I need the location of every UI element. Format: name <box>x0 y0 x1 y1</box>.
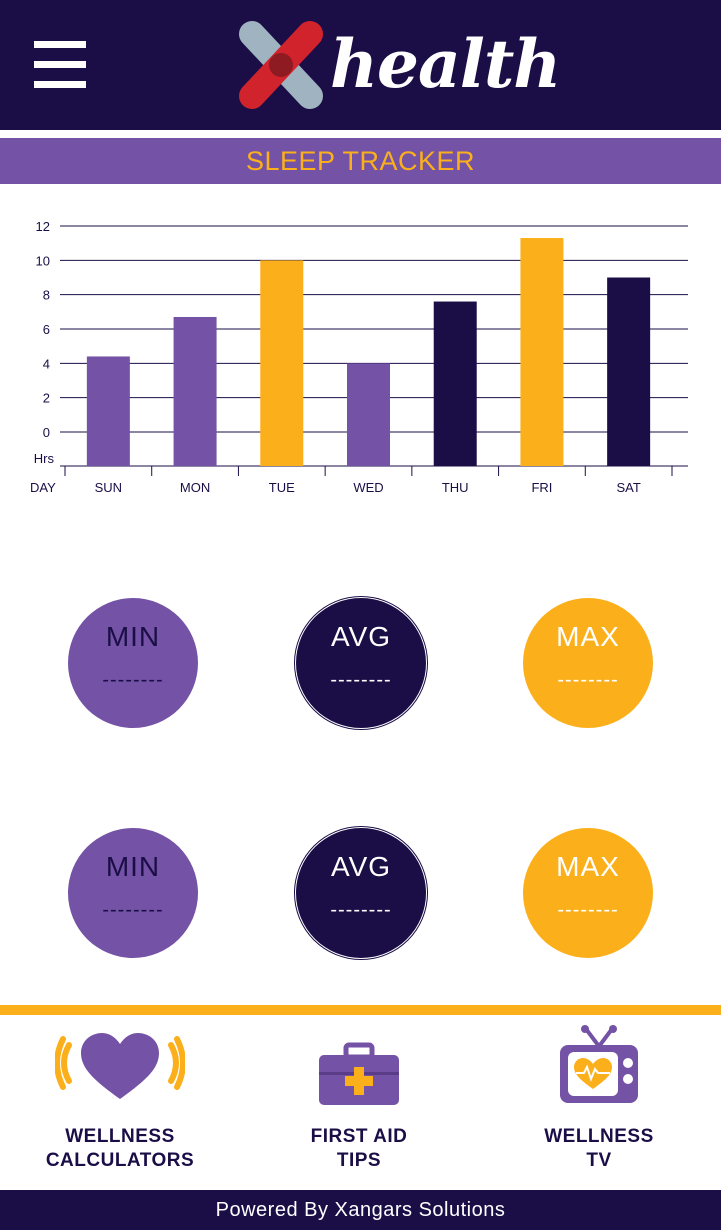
x-tick-label: THU <box>442 480 469 495</box>
avg-stat-circle: AVG -------- <box>296 828 426 958</box>
y-tick-label: 2 <box>43 391 50 406</box>
stat-value: -------- <box>557 899 619 921</box>
bar-sun <box>86 356 130 466</box>
nav-label-line2: TV <box>586 1150 612 1171</box>
sleep-chart: 0 2 4 6 8 10 12 Hrs DAY SUN MON TUE WED THU FRI SAT <box>30 219 688 495</box>
nav-label-line2: CALCULATORS <box>45 1150 195 1171</box>
y-tick-label: 10 <box>36 253 50 268</box>
y-tick-label: 8 <box>43 288 50 303</box>
avg-stat-circle: AVG -------- <box>296 598 426 728</box>
x-tick-label: SUN <box>95 480 122 495</box>
y-axis-label: Hrs <box>34 451 55 466</box>
page-title-bar: SLEEP TRACKER <box>0 138 721 184</box>
footer: Powered By Xangars Solutions <box>0 1190 721 1230</box>
nav-label-line1: FIRST AID <box>310 1126 408 1147</box>
x-axis-label: DAY <box>30 480 56 495</box>
bar-tue <box>260 260 304 466</box>
stat-value: -------- <box>330 899 392 921</box>
bar-sat <box>607 277 651 466</box>
y-tick-label: 12 <box>36 219 50 234</box>
stat-value: -------- <box>557 669 619 691</box>
divider-bar <box>0 1005 721 1015</box>
stat-value: -------- <box>102 669 164 691</box>
x-tick-label: WED <box>353 480 383 495</box>
y-tick-label: 4 <box>43 356 50 371</box>
stat-label: AVG <box>330 621 392 652</box>
min-stat-circle: MIN -------- <box>68 828 198 958</box>
bar-fri <box>520 238 564 466</box>
app-header: health <box>0 0 721 130</box>
tv-heart-icon <box>560 1025 638 1103</box>
stat-label: MIN <box>105 851 161 882</box>
stat-value: -------- <box>330 669 392 691</box>
app-logo: health <box>232 18 561 114</box>
stat-label: MIN <box>105 621 161 652</box>
x-cross-logo-icon <box>239 21 323 109</box>
min-stat-circle: MIN -------- <box>68 598 198 728</box>
menu-button[interactable] <box>34 41 86 89</box>
bar-wed <box>347 363 390 466</box>
y-tick-label: 0 <box>43 425 50 440</box>
x-tick-label: SAT <box>616 480 640 495</box>
stat-label: AVG <box>330 851 392 882</box>
bar-mon <box>173 316 217 466</box>
nav-label-line1: WELLNESS <box>544 1126 654 1147</box>
nav-wellness-tv[interactable]: WELLNESS TV <box>479 1025 719 1175</box>
x-tick-label: TUE <box>269 480 295 495</box>
max-stat-circle: MAX -------- <box>523 828 653 958</box>
hamburger-icon-bar <box>34 41 86 48</box>
logo-text: health <box>330 25 561 103</box>
first-aid-kit-icon <box>319 1042 399 1105</box>
nav-wellness-calculators[interactable]: WELLNESS CALCULATORS <box>0 1025 240 1175</box>
x-tick-label: FRI <box>531 480 552 495</box>
nav-label-line1: WELLNESS <box>65 1126 175 1147</box>
nav-label-line2: TIPS <box>336 1150 382 1171</box>
stat-value: -------- <box>102 899 164 921</box>
hamburger-icon-bar <box>34 61 86 68</box>
heart-pulse-icon <box>55 1033 185 1099</box>
stat-label: MAX <box>556 621 620 652</box>
x-tick-label: MON <box>180 480 210 495</box>
y-tick-label: 6 <box>43 322 50 337</box>
stat-label: MAX <box>556 851 620 882</box>
hamburger-icon-bar <box>34 81 86 88</box>
bar-thu <box>433 301 477 466</box>
footer-text: Powered By Xangars Solutions <box>215 1199 506 1221</box>
nav-first-aid-tips[interactable]: FIRST AID TIPS <box>239 1025 479 1175</box>
max-stat-circle: MAX -------- <box>523 598 653 728</box>
page-title: SLEEP TRACKER <box>245 146 476 176</box>
